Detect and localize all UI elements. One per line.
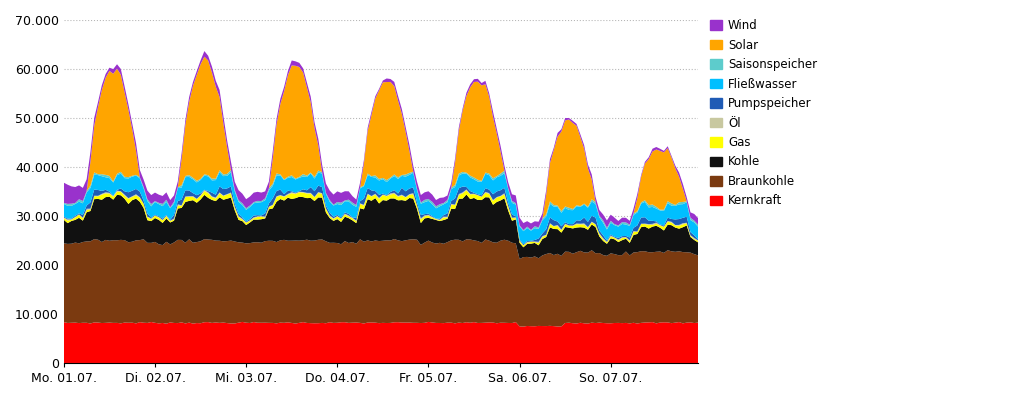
Legend: Wind, Solar, Saisonspeicher, Fließwasser, Pumpspeicher, Öl, Gas, Kohle, Braunkoh: Wind, Solar, Saisonspeicher, Fließwasser… [710,19,817,208]
